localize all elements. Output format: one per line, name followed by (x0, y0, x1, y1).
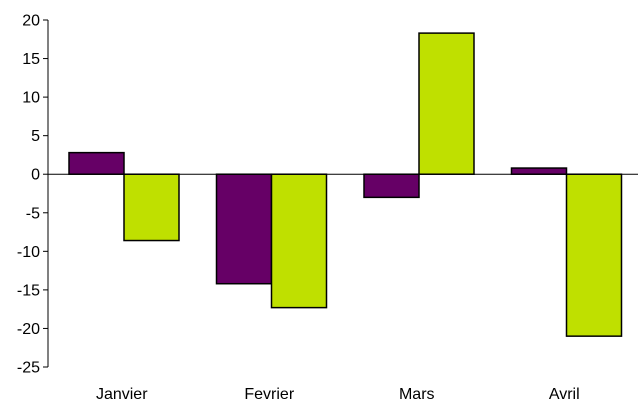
y-tick-label: -20 (17, 321, 40, 338)
x-axis-labels: Janvier Fevrier Mars Avril (96, 386, 580, 403)
x-tick-label: Janvier (96, 386, 148, 403)
y-tick-label: 5 (31, 128, 40, 145)
y-tick-label: 15 (22, 51, 40, 68)
x-tick-label: Mars (399, 386, 435, 403)
bar-mars-series-2 (418, 32, 475, 175)
bars (68, 32, 623, 337)
bar-avril-series-1 (510, 167, 568, 175)
bar-mars-series-1 (363, 173, 420, 199)
y-tick-label: 20 (22, 13, 40, 30)
y-tick-label: -25 (17, 360, 40, 377)
bar-janvier-series-2 (123, 173, 180, 242)
x-tick-label: Avril (549, 386, 580, 403)
bar-avril-series-2 (565, 173, 623, 337)
bar-fevrier-series-1 (215, 173, 273, 285)
y-tick-label: 10 (22, 90, 40, 107)
bar-fevrier-series-2 (270, 173, 328, 309)
y-axis-ticks: 20 15 10 5 0 -5 -10 -15 -20 -25 (17, 13, 48, 377)
x-tick-label: Fevrier (244, 386, 294, 403)
y-tick-label: 0 (31, 167, 40, 184)
y-tick-label: -15 (17, 282, 40, 299)
axes (47, 20, 638, 367)
y-tick-label: -5 (26, 205, 40, 222)
bar-janvier-series-1 (68, 151, 125, 175)
y-tick-label: -10 (17, 244, 40, 261)
